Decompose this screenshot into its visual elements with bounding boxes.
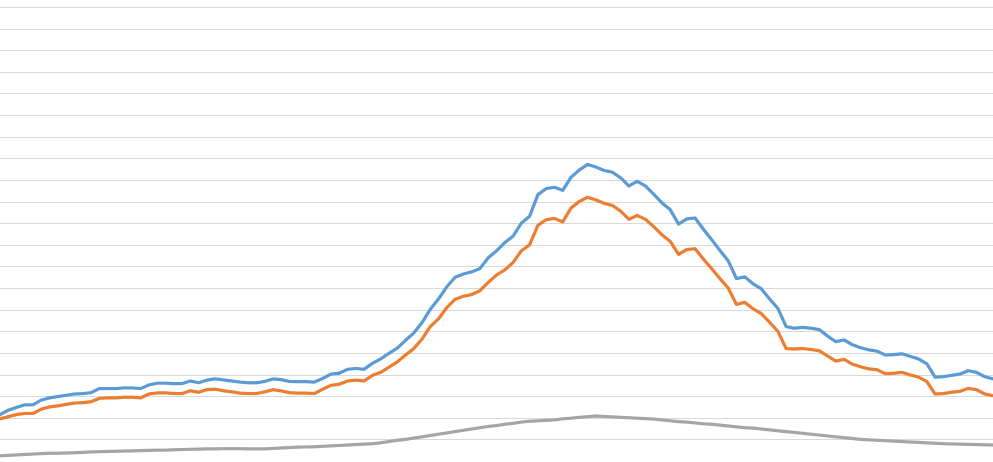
series-line (0, 195, 993, 421)
series-2 (0, 195, 993, 421)
series-3 (0, 414, 993, 458)
series-line (0, 414, 993, 458)
series-lines (0, 162, 993, 458)
series-line (0, 162, 993, 417)
series-1 (0, 162, 993, 417)
gridlines (0, 7, 993, 440)
